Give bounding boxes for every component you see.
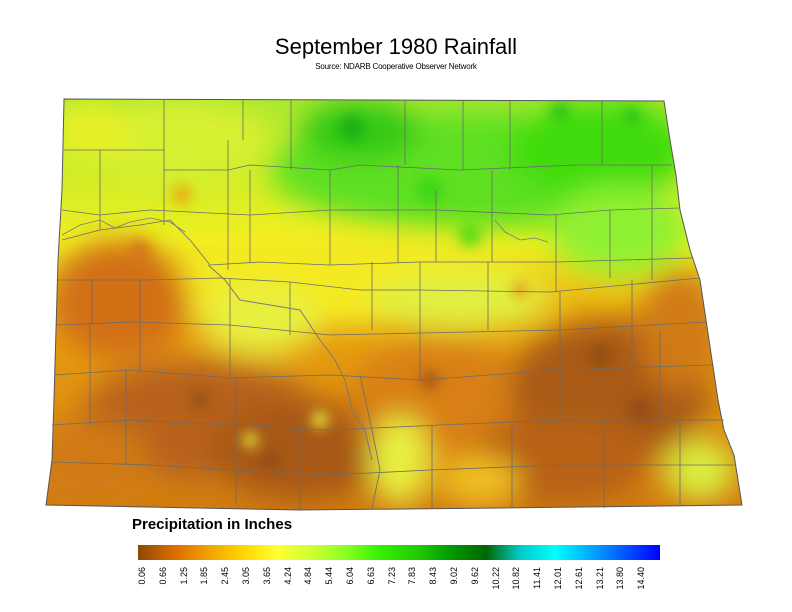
legend-tick-label: 11.41 — [532, 567, 543, 589]
legend-tick-label: 4.84 — [303, 567, 314, 585]
legend-tick-label: 12.61 — [573, 567, 584, 590]
legend-tick-label: 0.06 — [137, 567, 147, 585]
legend-tick-label: 13.21 — [594, 567, 605, 590]
legend-tick-label: 12.01 — [552, 567, 563, 590]
legend-tick-label: 4.24 — [282, 567, 293, 585]
legend-title: Precipitation in Inches — [132, 516, 293, 533]
legend-tick-label: 6.63 — [365, 567, 376, 585]
legend-tick-label: 1.85 — [199, 567, 210, 585]
map-subtitle: Source: NDARB Cooperative Observer Netwo… — [315, 62, 477, 71]
legend-tick-label: 7.83 — [407, 567, 418, 585]
legend-tick-label: 5.44 — [324, 567, 335, 585]
rainfall-field — [46, 99, 742, 510]
legend-tick-label: 8.43 — [428, 567, 439, 585]
legend-tick-label: 9.02 — [448, 567, 459, 585]
legend-tick-label: 0.66 — [157, 567, 168, 585]
legend-tick-label: 9.62 — [469, 567, 480, 585]
legend-tick-label: 10.22 — [490, 567, 501, 590]
legend-tick-label: 2.45 — [220, 567, 231, 585]
legend-tick-label: 14.40 — [636, 567, 647, 590]
legend-tick-label: 3.65 — [261, 567, 272, 585]
legend-tick-label: 10.82 — [511, 567, 522, 590]
legend-tick-label: 7.23 — [386, 567, 397, 585]
legend-tick-label: 1.25 — [178, 567, 189, 585]
county-boundaries — [45, 98, 743, 511]
map-title: September 1980 Rainfall — [274, 34, 518, 59]
legend-tick-label: 13.80 — [615, 567, 626, 590]
legend-color-bar — [138, 545, 660, 560]
legend-tick-label: 6.04 — [344, 567, 355, 585]
legend-tick-label: 3.05 — [240, 567, 251, 585]
